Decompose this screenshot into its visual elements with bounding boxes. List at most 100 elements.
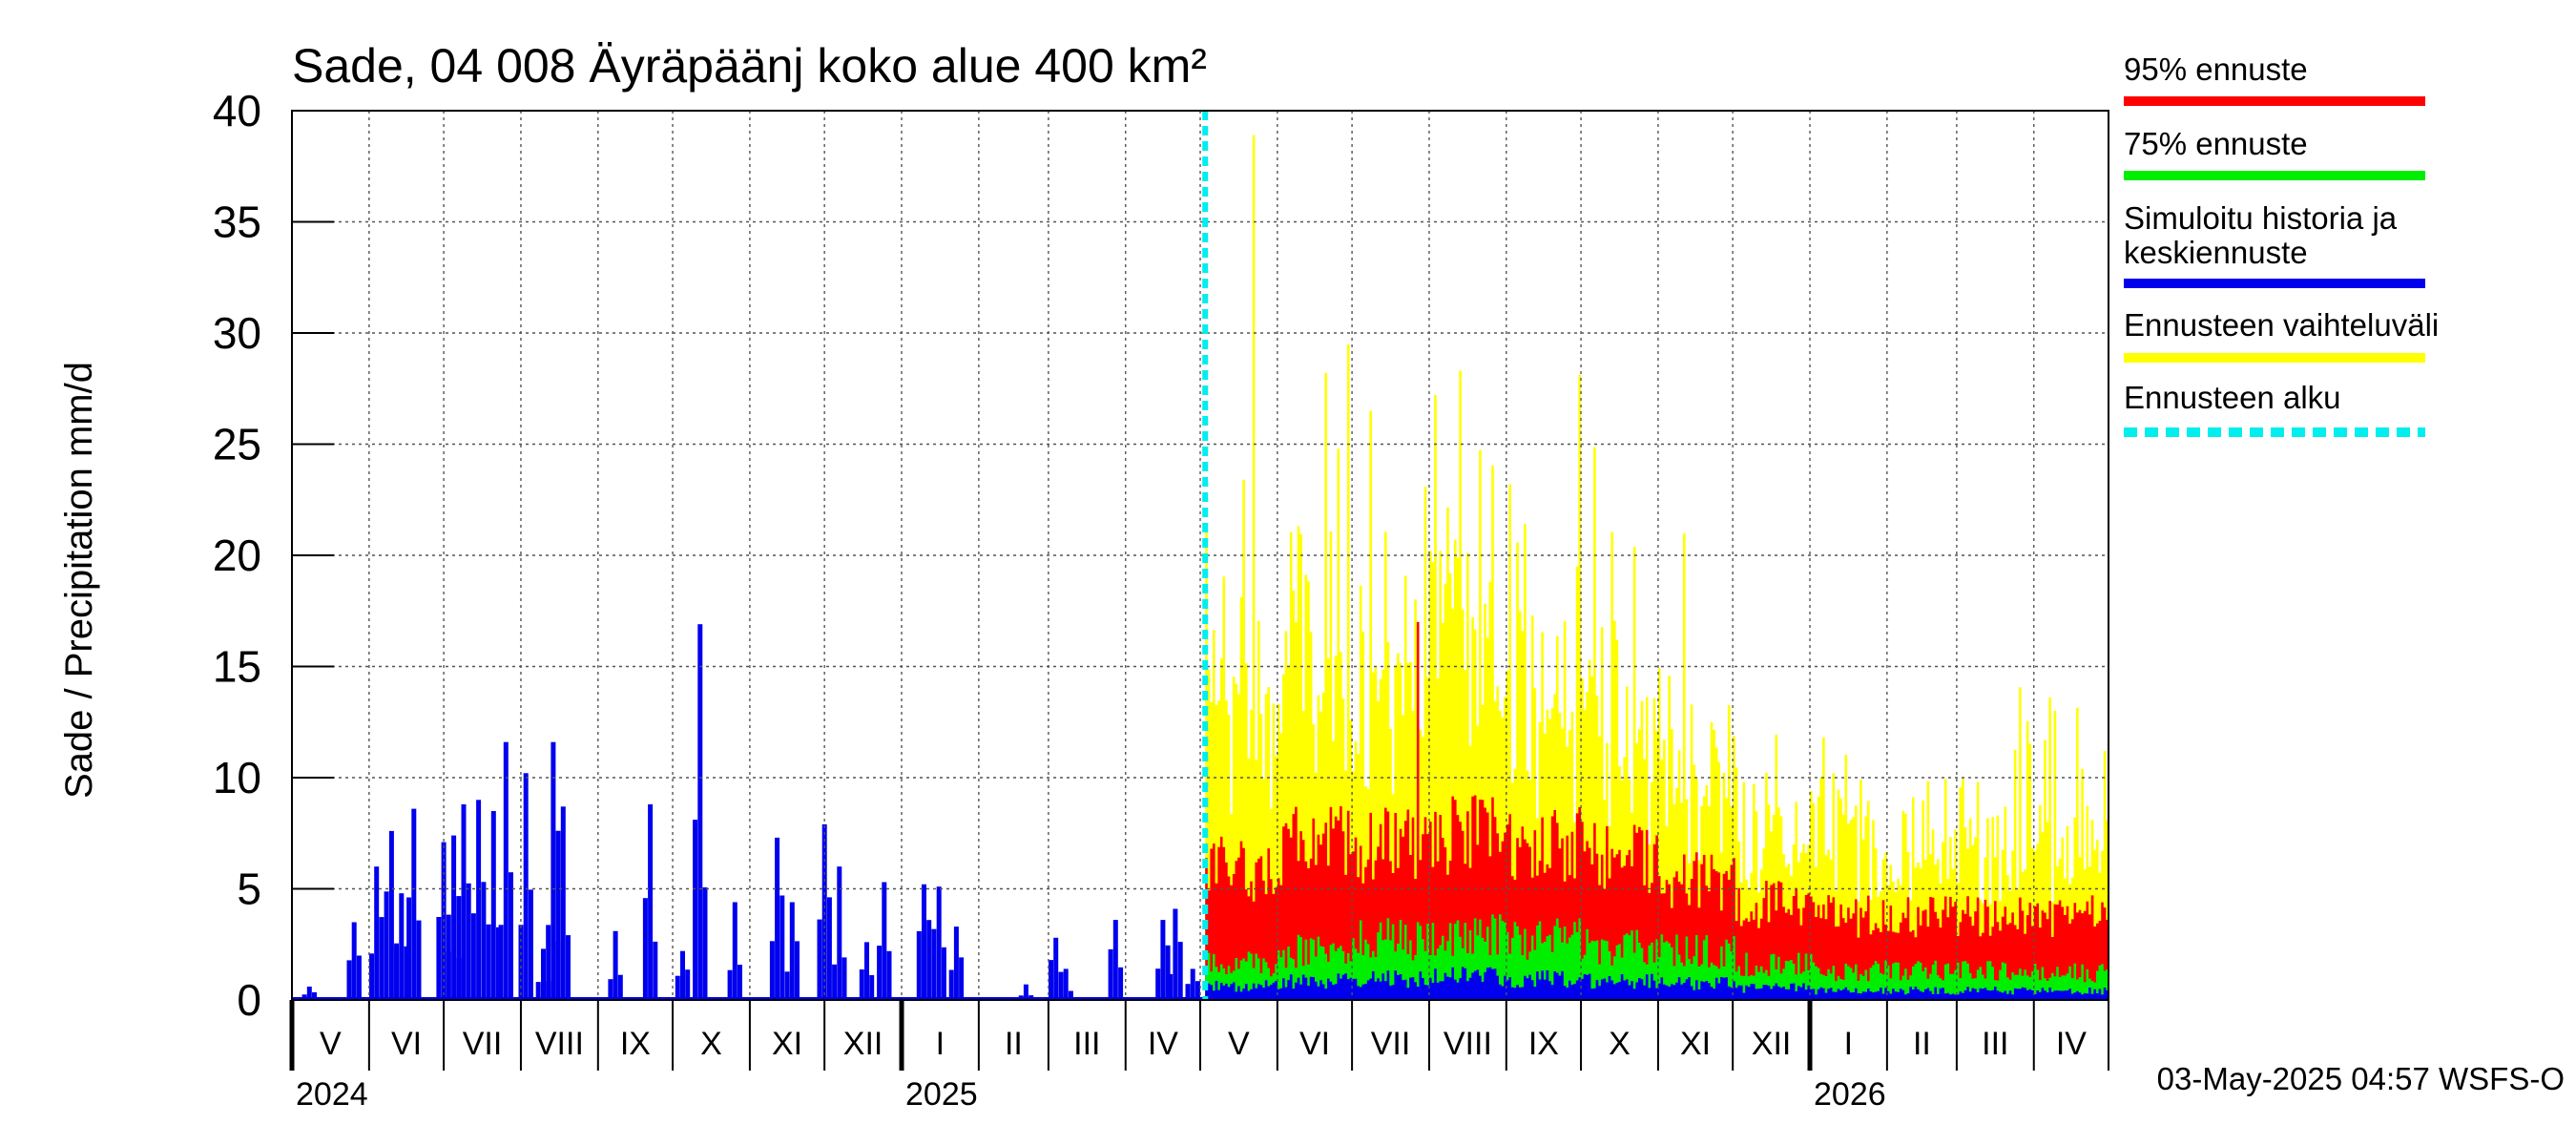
year-label: 2025 (905, 1076, 978, 1113)
legend-label: Simuloitu historia ja (2124, 200, 2398, 236)
history-bar (1195, 981, 1200, 1000)
month-label: XI (1680, 1026, 1711, 1062)
legend-label: keskiennuste (2124, 235, 2308, 270)
history-bar (356, 955, 362, 1000)
month-label: III (1982, 1026, 2008, 1062)
month-label: I (1844, 1026, 1853, 1062)
y-tick-label: 35 (213, 198, 261, 247)
history-bar (732, 902, 737, 1000)
y-axis-label: Sade / Precipitation mm/d (58, 362, 100, 799)
history-bar (1118, 967, 1124, 1000)
history-bar (702, 887, 708, 1000)
history-bar (528, 889, 533, 1000)
history-bar (775, 837, 780, 1000)
month-label: I (936, 1026, 945, 1062)
month-label: VII (1371, 1026, 1411, 1062)
month-label: IV (2056, 1026, 2087, 1062)
month-label: II (1005, 1026, 1023, 1062)
y-tick-label: 30 (213, 308, 261, 358)
history-bar (841, 957, 847, 1000)
history-bar (555, 830, 561, 1000)
history-bar (864, 942, 869, 1000)
history-bar (399, 893, 405, 1000)
history-bar (379, 917, 384, 1000)
history-bar (346, 960, 352, 1000)
history-bar (693, 820, 698, 1000)
history-bar (560, 806, 566, 1000)
history-bar (451, 835, 457, 1000)
month-label: IV (1148, 1026, 1178, 1062)
history-bar (384, 891, 389, 1000)
history-bar (546, 925, 551, 1000)
month-label: IX (620, 1026, 651, 1062)
history-bar (941, 947, 946, 1000)
month-label: V (320, 1026, 342, 1062)
month-label: VI (391, 1026, 422, 1062)
month-label: III (1073, 1026, 1100, 1062)
history-bar (948, 969, 954, 1000)
y-tick-label: 5 (237, 864, 261, 914)
history-bar (404, 946, 409, 1000)
history-bar (394, 947, 400, 1000)
forecast-mean-area (1205, 967, 2109, 1000)
month-label: VIII (535, 1026, 584, 1062)
chart-title: Sade, 04 008 Äyräpäänj koko alue 400 km² (292, 39, 1207, 93)
history-bar (416, 920, 422, 1000)
history-bar (312, 991, 317, 1000)
history-bar (817, 919, 822, 1000)
month-label: VII (463, 1026, 503, 1062)
history-bar (936, 886, 942, 1000)
history-bar (1058, 980, 1064, 1000)
month-label: VI (1299, 1026, 1330, 1062)
history-bar (1190, 968, 1195, 1000)
history-bar (795, 941, 800, 1000)
month-label: X (1609, 1026, 1631, 1062)
month-label: XII (1752, 1026, 1792, 1062)
month-label: XII (843, 1026, 883, 1062)
history-bar (886, 950, 892, 1000)
history-bar (1112, 920, 1118, 1000)
history-bar (1165, 945, 1171, 1000)
history-bar (551, 741, 556, 1000)
history-bar (959, 957, 965, 1000)
history-bar (466, 883, 471, 1000)
history-bar (518, 925, 524, 1000)
history-bar (374, 866, 380, 1000)
history-bar (1168, 973, 1174, 1000)
history-bar (351, 922, 357, 1000)
history-bar (926, 920, 932, 1000)
history-bar (617, 974, 623, 1000)
y-tick-label: 25 (213, 420, 261, 469)
history-bars (292, 624, 1206, 1000)
year-label: 2024 (296, 1076, 368, 1113)
history-bar (784, 971, 790, 1000)
history-bar (882, 882, 887, 1000)
history-bar (490, 811, 496, 1000)
history-bar (953, 926, 959, 1000)
history-bar (1023, 984, 1028, 1000)
history-bar (1053, 937, 1059, 1000)
history-bar (535, 982, 541, 1000)
history-bar (411, 808, 417, 1000)
history-bar (826, 897, 832, 1000)
history-bar (877, 946, 883, 1000)
history-bar (496, 926, 501, 1000)
history-bar (642, 898, 648, 1000)
history-bar (406, 897, 412, 1000)
legend-label: 95% ennuste (2124, 52, 2308, 87)
history-bar (648, 804, 654, 1000)
history-bar (779, 895, 785, 1000)
y-tick-label: 0 (237, 975, 261, 1025)
history-bar (697, 624, 703, 1000)
history-bar (1177, 942, 1183, 1000)
history-bar (461, 804, 467, 1000)
history-bar (446, 914, 451, 1000)
history-baseline (292, 997, 1206, 1000)
y-tick-label: 10 (213, 753, 261, 802)
history-bar (675, 975, 680, 1000)
history-bar (680, 950, 685, 1000)
history-bar (613, 930, 618, 1000)
history-bar (916, 930, 922, 1000)
